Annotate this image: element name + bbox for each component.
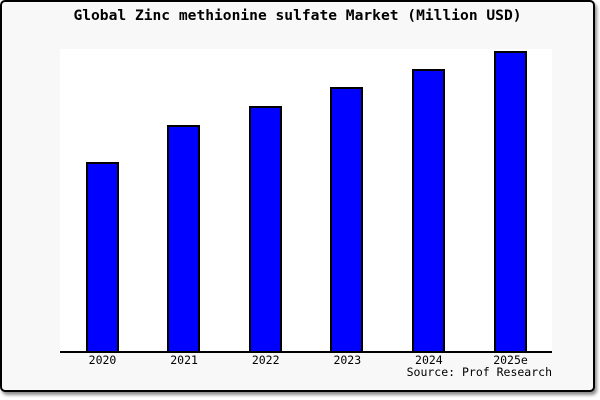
- x-tick-label-2022: 2022: [251, 353, 280, 367]
- x-tick-label-2023: 2023: [333, 353, 362, 367]
- bar-2020: [85, 162, 119, 351]
- x-tick-label-2021: 2021: [170, 353, 198, 367]
- chart-title: Global Zinc methionine sulfate Market (M…: [73, 7, 522, 24]
- source-credit: Source: Prof Research: [406, 365, 552, 379]
- x-tick-label-2025e: 2025e: [493, 353, 528, 367]
- bar-2022: [248, 106, 282, 351]
- plot-area: [60, 49, 552, 353]
- bar-2023: [330, 87, 364, 351]
- x-tick-label-2024: 2024: [415, 353, 443, 367]
- x-tick-label-2020: 2020: [88, 353, 117, 367]
- bar-2024: [411, 69, 445, 351]
- bar-2025e: [493, 51, 527, 351]
- bar-2021: [167, 125, 201, 351]
